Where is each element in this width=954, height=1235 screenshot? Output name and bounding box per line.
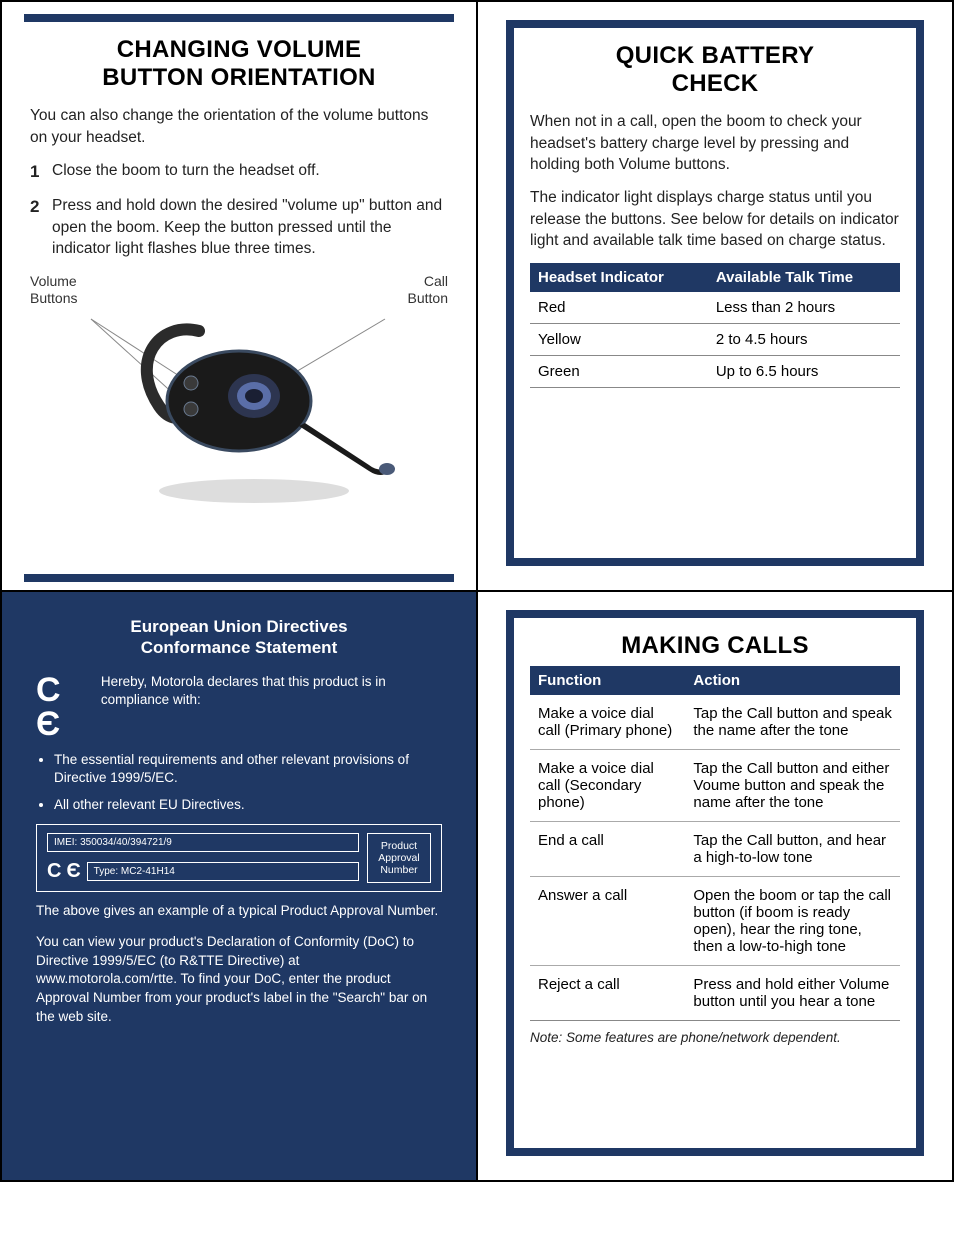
doc-instructions: You can view your product's Declaration … — [36, 933, 442, 1026]
approval-label: Product Approval Number — [367, 833, 431, 883]
imei-box: IMEI: 350034/40/394721/9 — [47, 833, 359, 852]
table-row: Reject a callPress and hold either Volum… — [530, 966, 900, 1021]
approval-number-example: IMEI: 350034/40/394721/9 C Є Type: MC2-4… — [36, 824, 442, 892]
paragraph-1: When not in a call, open the boom to che… — [530, 111, 900, 175]
table-row: Answer a callOpen the boom or tap the ca… — [530, 877, 900, 966]
panel-title: QUICK BATTERY CHECK — [530, 42, 900, 97]
table-row: Yellow2 to 4.5 hours — [530, 324, 900, 356]
declaration-text: Hereby, Motorola declares that this prod… — [101, 673, 442, 710]
intro-text: You can also change the orientation of t… — [30, 105, 448, 148]
col-indicator: Headset Indicator — [530, 263, 708, 292]
steps-list: 1Close the boom to turn the headset off.… — [30, 160, 448, 260]
title-line1: CHANGING VOLUME — [117, 36, 362, 63]
step-2: 2Press and hold down the desired "volume… — [52, 195, 448, 259]
table-row: Make a voice dial call (Secondary phone)… — [530, 750, 900, 822]
ce-mark-small-icon: C Є — [47, 860, 81, 883]
callout-labels: Volume Buttons Call Button — [30, 273, 448, 307]
panel-title: MAKING CALLS — [530, 632, 900, 660]
col-talk-time: Available Talk Time — [708, 263, 900, 292]
title-line2: CHECK — [672, 70, 759, 97]
panel-battery-check: QUICK BATTERY CHECK When not in a call, … — [477, 1, 953, 591]
step-1: 1Close the boom to turn the headset off. — [52, 160, 448, 181]
frame: MAKING CALLS Function Action Make a voic… — [506, 610, 924, 1156]
bullet-1: The essential requirements and other rel… — [54, 751, 442, 788]
panel-volume-orientation: CHANGING VOLUME BUTTON ORIENTATION You c… — [1, 1, 477, 591]
panel-making-calls: MAKING CALLS Function Action Make a voic… — [477, 591, 953, 1181]
ce-declaration-row: C Є Hereby, Motorola declares that this … — [36, 673, 442, 741]
bullet-2: All other relevant EU Directives. — [54, 796, 442, 815]
table-row: GreenUp to 6.5 hours — [530, 356, 900, 388]
col-function: Function — [530, 666, 685, 695]
page-grid: CHANGING VOLUME BUTTON ORIENTATION You c… — [0, 0, 954, 1182]
accent-bar-top — [24, 14, 454, 22]
frame: QUICK BATTERY CHECK When not in a call, … — [506, 20, 924, 566]
title-line1: QUICK BATTERY — [616, 42, 815, 69]
calls-table: Function Action Make a voice dial call (… — [530, 666, 900, 1021]
label-call-button: Call Button — [408, 273, 448, 307]
table-row: Make a voice dial call (Primary phone)Ta… — [530, 695, 900, 750]
panel-eu-conformance: European Union Directives Conformance St… — [1, 591, 477, 1181]
title-line2: BUTTON ORIENTATION — [102, 64, 375, 91]
table-row: End a callTap the Call button, and hear … — [530, 822, 900, 877]
type-box: Type: MC2-41H14 — [87, 862, 359, 881]
accent-bar-bottom — [24, 574, 454, 582]
battery-table: Headset Indicator Available Talk Time Re… — [530, 263, 900, 388]
label-volume-buttons: Volume Buttons — [30, 273, 77, 307]
panel-title: CHANGING VOLUME BUTTON ORIENTATION — [30, 36, 448, 91]
headset-illustration — [30, 311, 448, 511]
paragraph-2: The indicator light displays charge stat… — [530, 187, 900, 251]
panel-title: European Union Directives Conformance St… — [36, 616, 442, 659]
ce-mark-icon: C Є — [36, 673, 89, 741]
col-action: Action — [685, 666, 900, 695]
example-caption: The above gives an example of a typical … — [36, 902, 442, 921]
table-row: RedLess than 2 hours — [530, 292, 900, 324]
footnote: Note: Some features are phone/network de… — [530, 1029, 900, 1048]
bullets: The essential requirements and other rel… — [36, 751, 442, 815]
